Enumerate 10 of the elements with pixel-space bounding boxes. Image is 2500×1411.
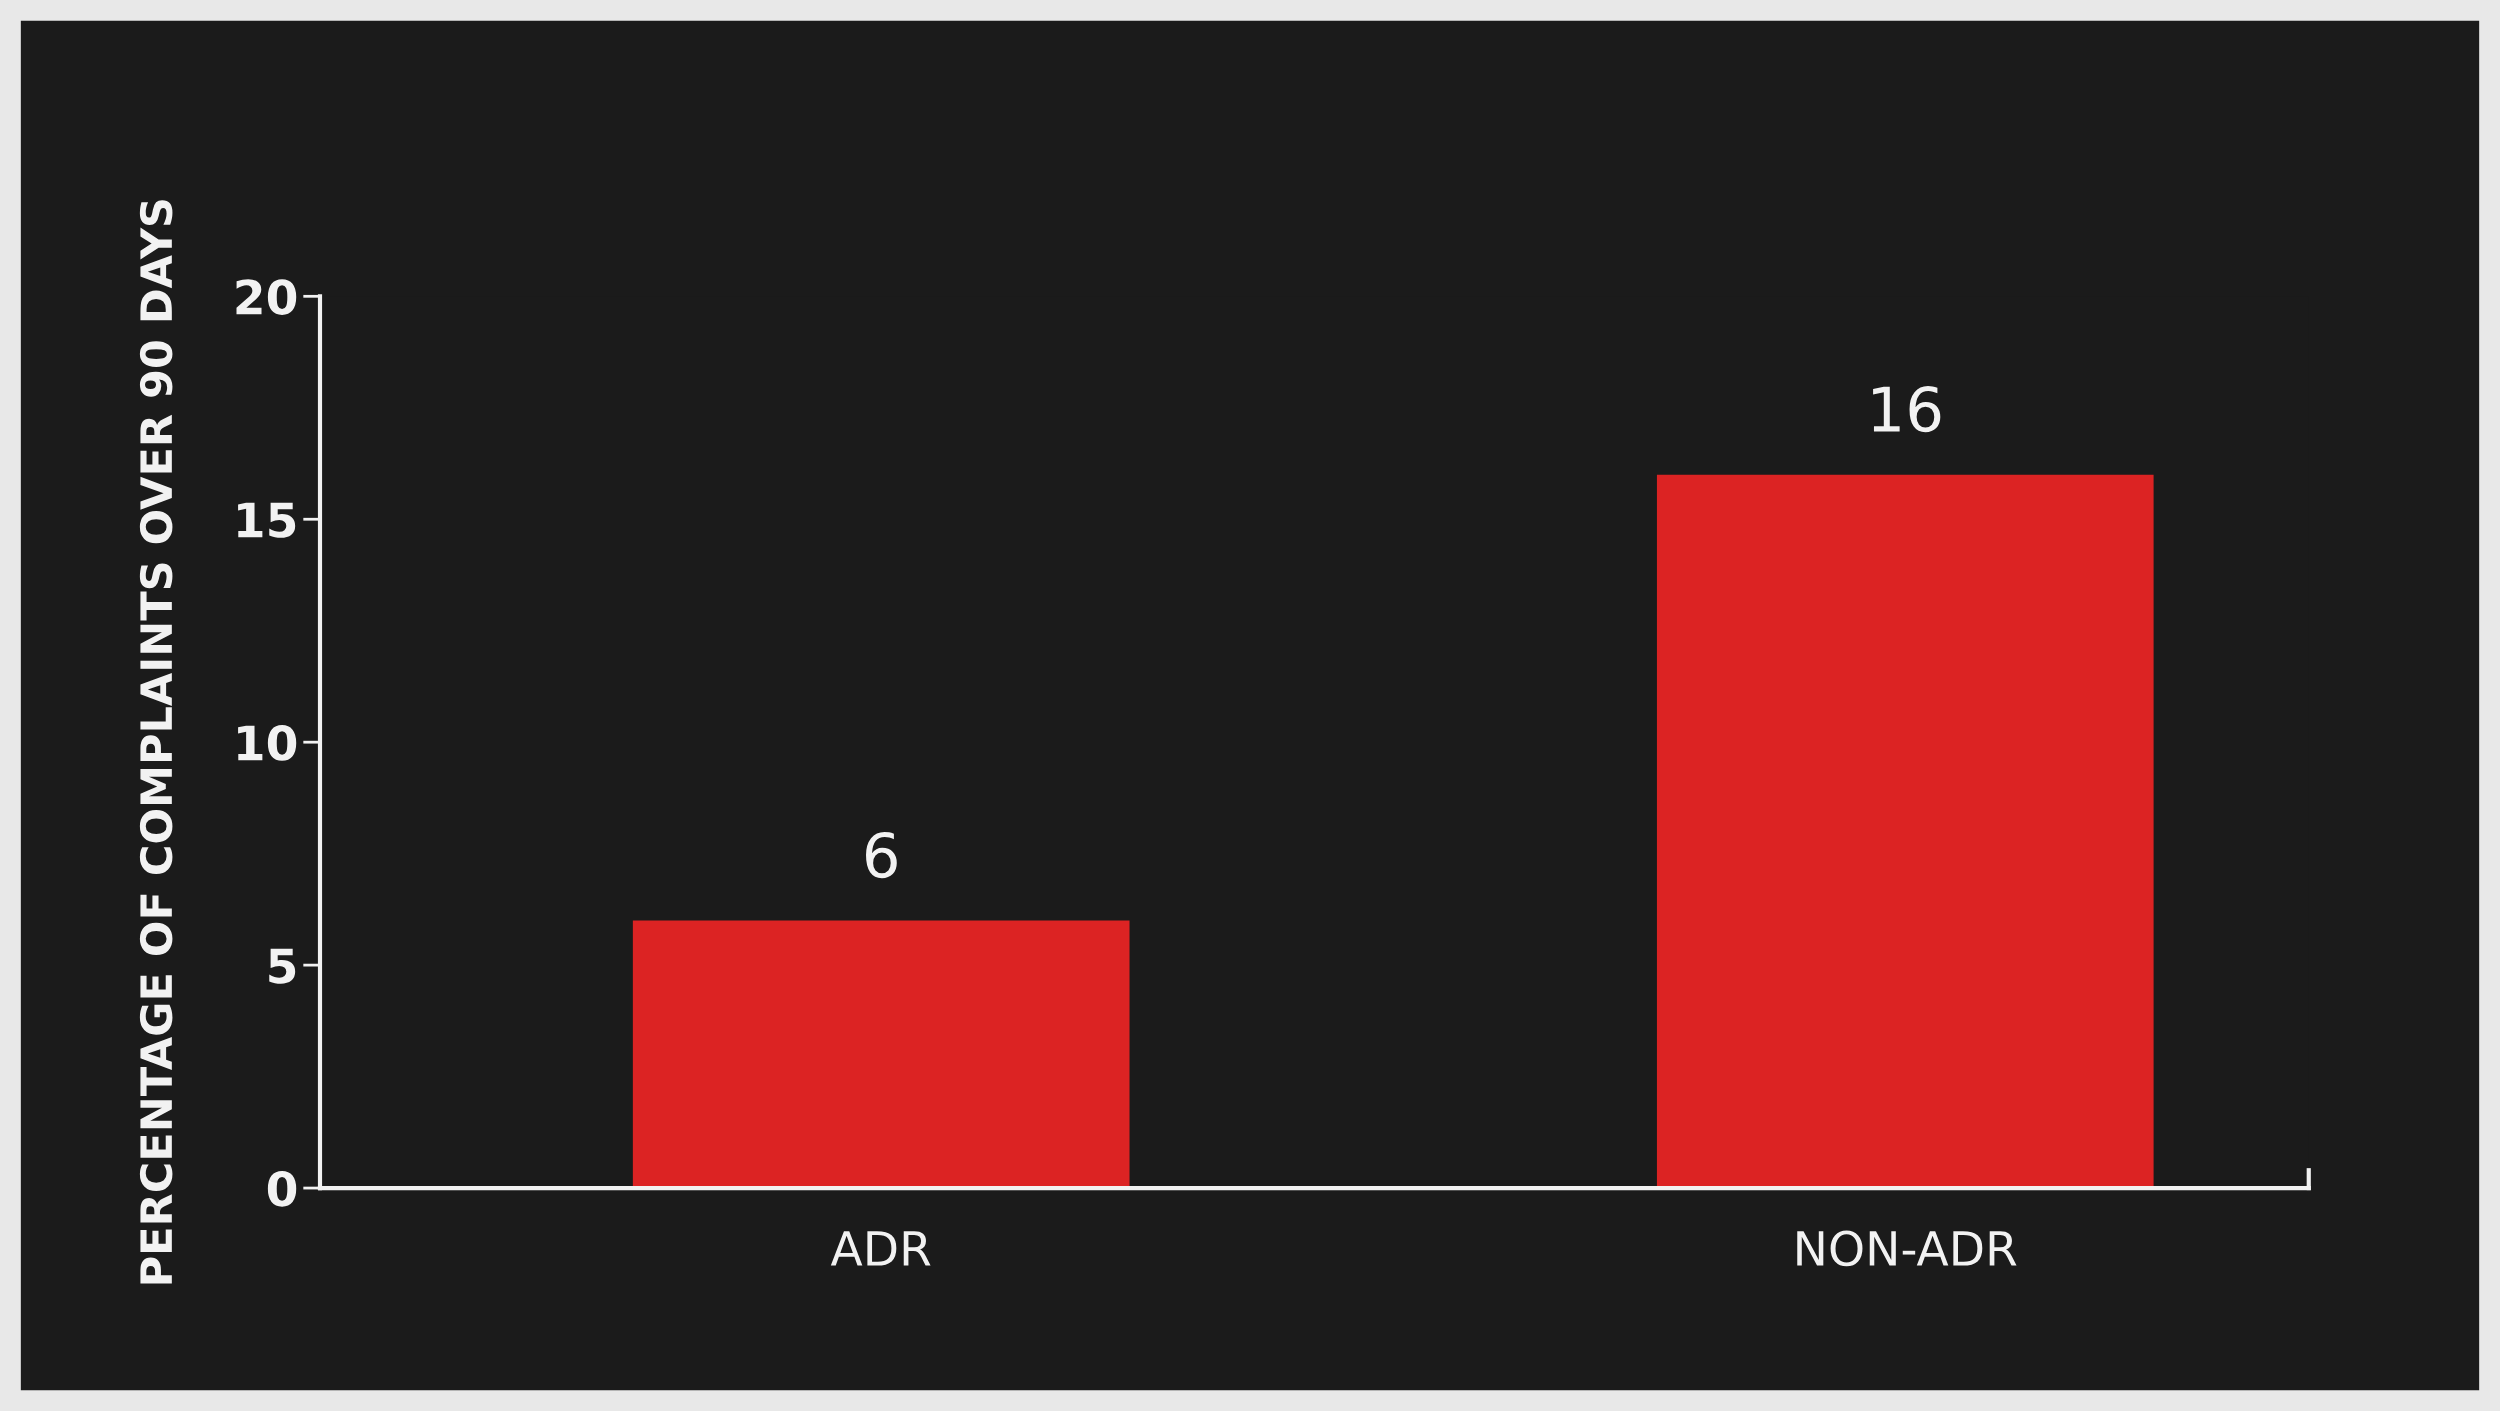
data-label: 6: [866, 831, 897, 879]
y-axis-title: PERCENTAGE OF COMPLAINTS OVER 90 DAYS: [139, 200, 173, 1284]
y-tick-label: 0: [267, 1170, 297, 1207]
y-tick-label: 5: [269, 948, 296, 984]
x-tick-label: NON-ADR: [1797, 1230, 2017, 1267]
data-label: 16: [1873, 386, 1941, 433]
x-tick-label: ADR: [830, 1231, 931, 1266]
y-tick-label: 15: [238, 502, 296, 538]
y-tick-label: 20: [236, 279, 297, 315]
y-tick-label: 10: [238, 725, 297, 761]
